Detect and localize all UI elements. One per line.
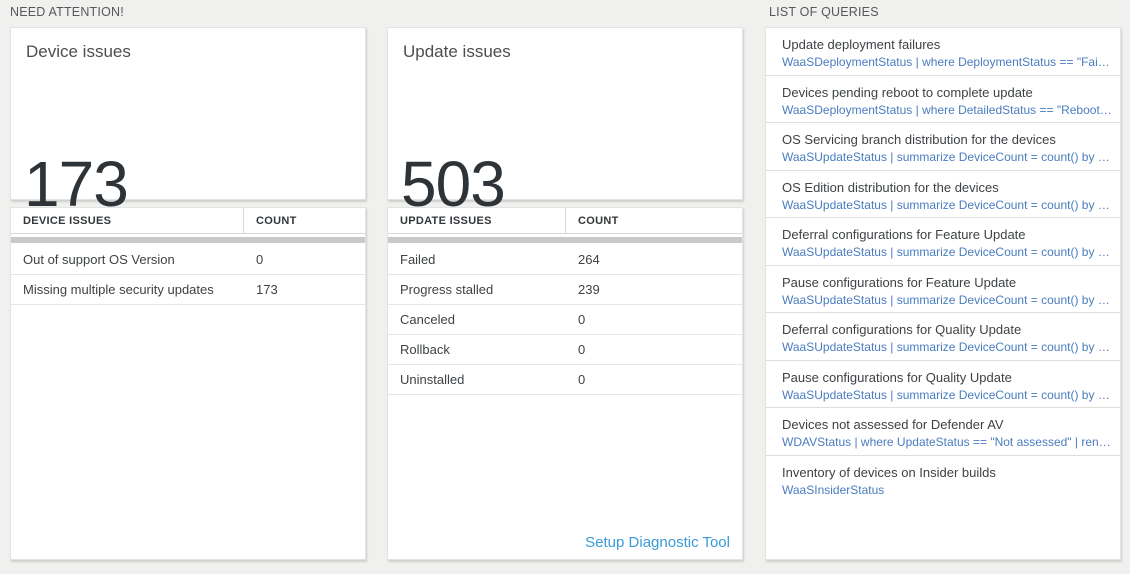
query-list-item[interactable]: Devices pending reboot to complete updat…	[766, 76, 1120, 123]
device-issues-column-header: DEVICE ISSUES	[11, 208, 244, 233]
list-of-queries-panel: Update deployment failures WaaSDeploymen…	[765, 27, 1121, 560]
update-issues-count: 503	[401, 148, 506, 220]
horizontal-scrollbar[interactable]	[11, 237, 365, 243]
issue-name-cell: Rollback	[400, 342, 450, 357]
query-list-item[interactable]: Update deployment failures WaaSDeploymen…	[766, 28, 1120, 76]
query-title: Update deployment failures	[782, 37, 941, 52]
query-list-item[interactable]: OS Edition distribution for the devices …	[766, 171, 1120, 218]
query-text: WaaSUpdateStatus | summarize DeviceCount…	[782, 245, 1112, 259]
query-text: WaaSInsiderStatus	[782, 482, 885, 497]
issue-name-cell: Out of support OS Version	[23, 252, 175, 267]
issue-count-cell: 0	[578, 372, 586, 387]
table-row[interactable]: Out of support OS Version 0	[11, 245, 365, 275]
device-issues-table-body: Out of support OS Version 0 Missing mult…	[11, 245, 365, 305]
query-text: WaaSUpdateStatus | summarize DeviceCount…	[782, 387, 1112, 402]
query-list-item[interactable]: Pause configurations for Quality Update …	[766, 361, 1120, 408]
table-row[interactable]: Missing multiple security updates 173	[11, 275, 365, 305]
count-column-header: COUNT	[256, 214, 297, 227]
query-text: WaaSUpdateStatus | summarize DeviceCount…	[782, 150, 1112, 164]
query-title: Inventory of devices on Insider builds	[782, 464, 996, 480]
table-row[interactable]: Canceled 0	[388, 305, 742, 335]
update-issues-title: Update issues	[403, 42, 511, 61]
query-title: OS Servicing branch distribution for the…	[782, 132, 1056, 147]
table-row[interactable]: Failed 264	[388, 245, 742, 275]
issue-name-cell: Missing multiple security updates	[23, 282, 214, 297]
query-title: Pause configurations for Quality Update	[782, 369, 1012, 385]
issue-name-cell: Canceled	[400, 312, 455, 327]
query-text: WaaSDeploymentStatus | where DetailedSta…	[782, 102, 1112, 117]
update-issues-table-header: UPDATE ISSUES COUNT	[388, 208, 742, 234]
query-list-item[interactable]: Deferral configurations for Quality Upda…	[766, 313, 1120, 361]
query-title: Deferral configurations for Feature Upda…	[782, 227, 1026, 242]
query-text: WaaSUpdateStatus | summarize DeviceCount…	[782, 292, 1112, 307]
query-title: Devices pending reboot to complete updat…	[782, 84, 1033, 100]
device-issues-summary-tile[interactable]: Device issues 173	[10, 27, 366, 216]
update-issues-summary-tile[interactable]: Update issues 503	[387, 27, 743, 216]
count-column-header: COUNT	[578, 214, 619, 227]
issue-name-cell: Progress stalled	[400, 282, 494, 297]
issue-count-cell: 264	[578, 252, 600, 267]
setup-diagnostic-tool-link[interactable]: Setup Diagnostic Tool	[585, 534, 730, 551]
query-title: Deferral configurations for Quality Upda…	[782, 322, 1022, 337]
device-issues-table-card: DEVICE ISSUES COUNT Out of support OS Ve…	[10, 207, 366, 560]
device-issues-table-header: DEVICE ISSUES COUNT	[11, 208, 365, 234]
device-issues-count: 173	[24, 148, 129, 220]
table-row[interactable]: Rollback 0	[388, 335, 742, 365]
query-text: WaaSUpdateStatus | summarize DeviceCount…	[782, 340, 1112, 354]
update-issues-table-card: UPDATE ISSUES COUNT Failed 264 Progress …	[387, 207, 743, 560]
query-list-item[interactable]: Pause configurations for Feature Update …	[766, 266, 1120, 313]
need-attention-section-label: NEED ATTENTION!	[10, 5, 124, 19]
query-text: WaaSUpdateStatus | summarize DeviceCount…	[782, 197, 1112, 212]
list-of-queries-section-label: LIST OF QUERIES	[769, 5, 879, 19]
device-issues-title: Device issues	[26, 42, 131, 61]
update-issues-column-header: UPDATE ISSUES	[388, 208, 566, 233]
query-list-item[interactable]: Deferral configurations for Feature Upda…	[766, 218, 1120, 266]
table-row[interactable]: Uninstalled 0	[388, 365, 742, 395]
query-list-item[interactable]: Inventory of devices on Insider builds W…	[766, 456, 1120, 504]
query-title: Pause configurations for Feature Update	[782, 274, 1017, 290]
issue-count-cell: 0	[578, 312, 586, 327]
issue-count-cell: 173	[256, 282, 278, 297]
horizontal-scrollbar[interactable]	[388, 237, 742, 243]
issue-name-cell: Uninstalled	[400, 372, 465, 387]
update-issues-table-body: Failed 264 Progress stalled 239 Canceled…	[388, 245, 742, 395]
query-list-item[interactable]: OS Servicing branch distribution for the…	[766, 123, 1120, 171]
issue-count-cell: 239	[578, 282, 600, 297]
issue-count-cell: 0	[578, 342, 586, 357]
query-title: OS Edition distribution for the devices	[782, 179, 999, 195]
query-title: Devices not assessed for Defender AV	[782, 417, 1004, 432]
query-text: WDAVStatus | where UpdateStatus == "Not …	[782, 435, 1112, 449]
issue-count-cell: 0	[256, 252, 264, 267]
issue-name-cell: Failed	[400, 252, 436, 267]
query-list-item[interactable]: Devices not assessed for Defender AV WDA…	[766, 408, 1120, 456]
table-row[interactable]: Progress stalled 239	[388, 275, 742, 305]
query-text: WaaSDeploymentStatus | where DeploymentS…	[782, 55, 1112, 69]
